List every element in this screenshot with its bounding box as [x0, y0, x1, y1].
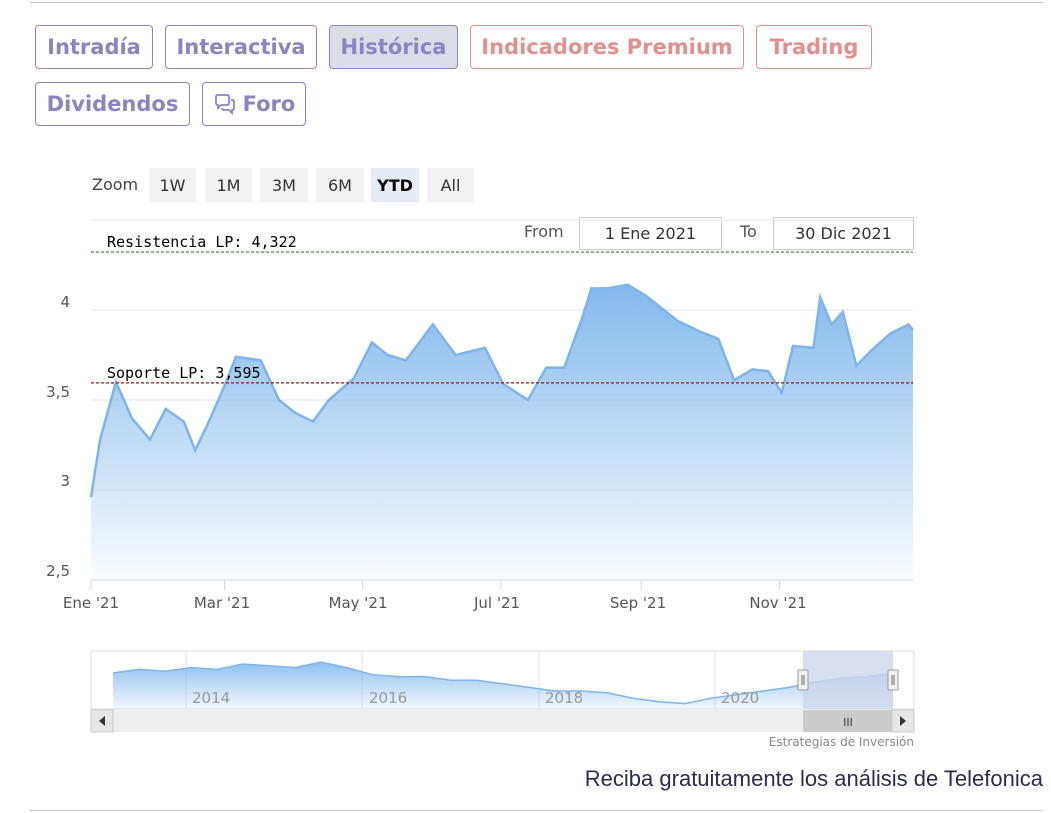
tab-label: Histórica [340, 35, 447, 59]
tab-label: Intradía [47, 35, 141, 59]
zoom-6m-button[interactable]: 6M [316, 168, 364, 202]
x-tick-label: Sep '21 [609, 594, 667, 612]
navigator-tick-label: 2016 [369, 689, 408, 707]
series-line [89, 283, 914, 498]
tab-historica[interactable]: Histórica [329, 25, 458, 69]
series-area [91, 284, 913, 580]
x-tick-label: May '21 [328, 594, 388, 612]
promo-text[interactable]: Reciba gratuitamente los análisis de Tel… [584, 766, 1043, 791]
tab-label: Trading [769, 35, 859, 59]
zoom-1w-button[interactable]: 1W [149, 168, 196, 202]
bottom-divider [30, 810, 1043, 811]
navigator-left-handle[interactable] [797, 669, 809, 691]
tab-trading[interactable]: Trading [756, 25, 872, 69]
tab-interactiva[interactable]: Interactiva [165, 25, 317, 69]
zoom-label: Zoom [92, 175, 139, 194]
resistance-label: Resistencia LP: 4,322 [107, 233, 297, 251]
tab-label: Interactiva [176, 35, 306, 59]
tab-label: Dividendos [46, 92, 179, 116]
scrollbar-track[interactable] [91, 710, 914, 732]
navigator-tick-label: 2014 [192, 689, 231, 707]
scrollbar-grip: III [843, 716, 853, 729]
zoom-1m-button[interactable]: 1M [205, 168, 252, 202]
y-tick-label: 2,5 [46, 562, 70, 580]
arrow-right-icon [900, 716, 906, 726]
scrollbar-thumb[interactable] [803, 710, 893, 732]
tab-foro[interactable]: Foro [202, 82, 306, 126]
zoom-ytd-button[interactable]: YTD [371, 168, 419, 202]
chat-bubbles-icon [213, 93, 237, 115]
from-label: From [524, 222, 564, 241]
y-tick-label: 3 [60, 472, 70, 490]
tab-label: Indicadores Premium [481, 35, 733, 59]
navigator-line [112, 661, 894, 705]
tab-intradia[interactable]: Intradía [35, 25, 153, 69]
zoom-all-button[interactable]: All [427, 168, 474, 202]
x-tick-label: Nov '21 [749, 594, 807, 612]
support-label: Soporte LP: 3,595 [107, 364, 261, 382]
x-axis [90, 580, 780, 590]
navigator-area [113, 662, 893, 709]
navigator-selection[interactable] [803, 651, 893, 709]
chart-credits[interactable]: Estrategias de Inversión [768, 735, 914, 749]
x-tick-label: Mar '21 [193, 594, 251, 612]
from-date-input[interactable]: 1 Ene 2021 [579, 217, 722, 250]
tab-indicadores-premium[interactable]: Indicadores Premium [470, 25, 744, 69]
x-tick-label: Ene '21 [62, 594, 120, 612]
tab-label: Foro [242, 92, 296, 116]
zoom-3m-button[interactable]: 3M [260, 168, 308, 202]
top-divider [30, 2, 1043, 3]
navigator-tick-label: 2020 [721, 689, 760, 707]
navigator-tick-label: 2018 [545, 689, 584, 707]
x-tick-label: Jul '21 [473, 594, 521, 612]
tab-dividendos[interactable]: Dividendos [35, 82, 190, 126]
arrow-left-icon [99, 716, 105, 726]
to-date-input[interactable]: 30 Dic 2021 [773, 217, 914, 250]
to-label: To [740, 222, 757, 241]
y-tick-label: 4 [60, 293, 70, 311]
navigator-right-handle[interactable] [887, 669, 899, 691]
y-tick-label: 3,5 [46, 383, 70, 401]
